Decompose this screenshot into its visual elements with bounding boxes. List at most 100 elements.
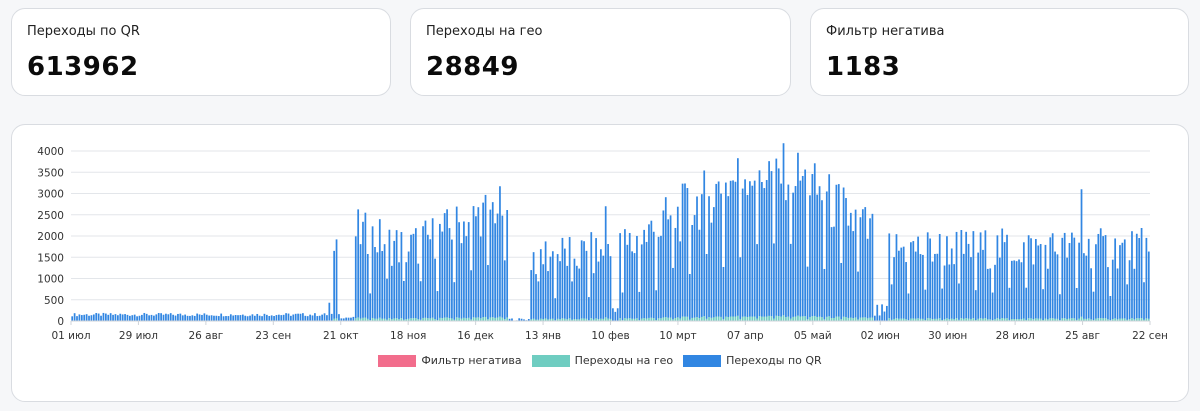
bar-qr bbox=[734, 181, 737, 317]
bar-qr bbox=[859, 217, 862, 318]
bar-qr bbox=[787, 184, 790, 317]
legend-item-geo[interactable]: Переходы на гео bbox=[531, 354, 673, 367]
bar-qr bbox=[191, 315, 194, 321]
bar-qr bbox=[705, 254, 708, 319]
bar-geo bbox=[424, 317, 427, 321]
bar-qr bbox=[662, 210, 665, 318]
bar-geo bbox=[477, 317, 480, 321]
bar-geo bbox=[506, 317, 509, 321]
bar-geo bbox=[1107, 319, 1109, 321]
bar-qr bbox=[501, 215, 504, 318]
bar-qr bbox=[943, 265, 946, 320]
legend-item-qr[interactable]: Переходы по QR bbox=[683, 354, 822, 367]
bar-qr bbox=[225, 316, 227, 321]
bar-geo bbox=[475, 317, 477, 321]
bar-geo bbox=[489, 317, 492, 321]
bar-qr bbox=[1022, 242, 1025, 319]
y-tick-label: 0 bbox=[57, 316, 64, 328]
bar-geo bbox=[1145, 318, 1148, 321]
bar-geo bbox=[737, 315, 739, 321]
bar-geo bbox=[761, 316, 763, 321]
bar-geo bbox=[405, 319, 408, 321]
bar-geo bbox=[919, 318, 922, 321]
bar-qr bbox=[340, 318, 343, 321]
bar-geo bbox=[797, 315, 799, 321]
bar-geo bbox=[763, 316, 766, 321]
bar-qr bbox=[955, 231, 958, 319]
bar-geo bbox=[482, 317, 484, 321]
bar-qr bbox=[494, 223, 497, 318]
bar-geo bbox=[600, 318, 602, 321]
bar-qr bbox=[953, 264, 956, 320]
bar-qr bbox=[412, 233, 415, 319]
bar-qr bbox=[503, 260, 506, 320]
bar-qr bbox=[167, 314, 170, 321]
bar-qr bbox=[636, 235, 638, 319]
bar-geo bbox=[902, 318, 905, 321]
bar-qr bbox=[318, 315, 321, 321]
bar-qr bbox=[1025, 287, 1028, 320]
bar-qr bbox=[744, 179, 746, 317]
bar-geo bbox=[1013, 319, 1016, 321]
bar-geo bbox=[739, 318, 742, 321]
bar-geo bbox=[609, 318, 612, 321]
bar-qr bbox=[136, 316, 138, 321]
bar-qr bbox=[287, 313, 290, 321]
bar-geo bbox=[429, 318, 432, 321]
x-tick-label: 10 мрт bbox=[659, 330, 696, 342]
bar-qr bbox=[602, 255, 605, 319]
bar-geo bbox=[720, 316, 722, 321]
bar-geo bbox=[624, 318, 626, 321]
bar-geo bbox=[912, 318, 915, 321]
bar-geo bbox=[979, 318, 982, 321]
bar-qr bbox=[436, 291, 439, 321]
bar-qr bbox=[410, 234, 412, 319]
bar-geo bbox=[977, 318, 980, 321]
bar-qr bbox=[357, 209, 360, 318]
bar-qr bbox=[876, 304, 879, 321]
bar-geo bbox=[547, 319, 549, 321]
bar-qr bbox=[1051, 233, 1054, 319]
bar-geo bbox=[398, 319, 400, 321]
bar-geo bbox=[852, 318, 855, 321]
bar-qr bbox=[1145, 237, 1148, 319]
bar-qr bbox=[208, 315, 211, 321]
bar-geo bbox=[854, 317, 857, 321]
bar-geo bbox=[1104, 318, 1107, 321]
bar-qr bbox=[395, 230, 398, 319]
bar-geo bbox=[982, 318, 984, 321]
bar-qr bbox=[1078, 242, 1080, 319]
bar-geo bbox=[681, 316, 684, 321]
bar-qr bbox=[840, 262, 843, 320]
legend-item-negative[interactable]: Фильтр негатива bbox=[378, 354, 522, 367]
bar-geo bbox=[1114, 318, 1117, 321]
bar-geo bbox=[861, 317, 864, 321]
bar-qr bbox=[607, 244, 609, 319]
bar-geo bbox=[708, 317, 710, 321]
bar-qr bbox=[588, 297, 590, 321]
bar-qr bbox=[1104, 235, 1107, 319]
bar-qr bbox=[885, 305, 888, 321]
bar-qr bbox=[174, 315, 177, 321]
bar-qr bbox=[672, 267, 674, 320]
bar-qr bbox=[679, 241, 682, 319]
bar-qr bbox=[256, 313, 259, 321]
bar-geo bbox=[749, 316, 751, 321]
bar-qr bbox=[861, 209, 864, 318]
bar-geo bbox=[950, 318, 953, 321]
bar-geo bbox=[1025, 319, 1028, 321]
bar-qr bbox=[729, 180, 732, 317]
bar-geo bbox=[1068, 318, 1071, 321]
bar-qr bbox=[251, 314, 254, 321]
bar-geo bbox=[727, 317, 730, 321]
bar-geo bbox=[710, 317, 713, 321]
bar-geo bbox=[929, 318, 931, 321]
bar-qr bbox=[1003, 242, 1006, 319]
y-tick-label: 4000 bbox=[37, 146, 64, 158]
bar-qr bbox=[1095, 244, 1097, 319]
bar-qr bbox=[104, 313, 107, 321]
bar-geo bbox=[640, 318, 643, 321]
bar-geo bbox=[751, 316, 754, 321]
bar-qr bbox=[801, 175, 804, 317]
bar-geo bbox=[407, 318, 410, 321]
